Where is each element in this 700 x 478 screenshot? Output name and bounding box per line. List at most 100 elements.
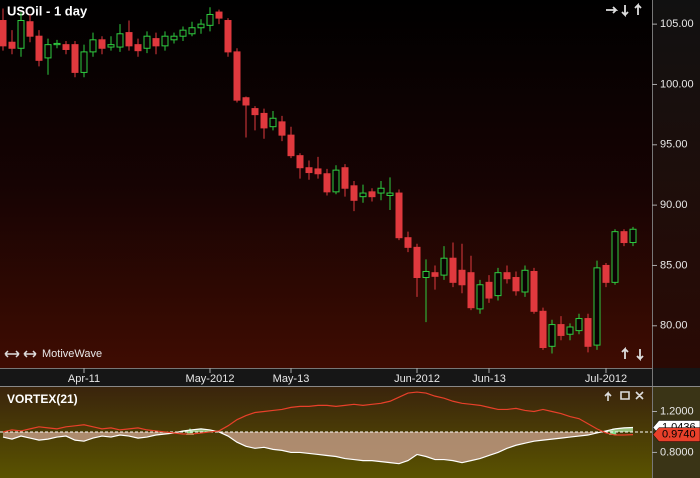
candle-body [530, 270, 538, 312]
vortex-fill [498, 431, 507, 453]
vortex-fill [444, 431, 453, 461]
candle-body [476, 284, 484, 310]
candle-body [0, 20, 7, 47]
candle-body [233, 51, 241, 101]
vortex-fill [39, 431, 48, 441]
candle-body [350, 185, 358, 201]
candle-body [287, 134, 295, 157]
vortex-fill [552, 431, 561, 440]
candle-body [593, 267, 601, 346]
x-tick-label: Apr-11 [68, 373, 100, 385]
vortex-fill [246, 431, 255, 449]
x-tick-label: Jun-2012 [394, 373, 440, 385]
vortex-fill [318, 431, 327, 456]
vortex-line [2, 391, 634, 436]
candle-body [89, 39, 97, 53]
vortex-fill [624, 427, 633, 432]
candle-body [269, 117, 277, 128]
candle-body [539, 310, 547, 349]
vortex-fill [327, 431, 336, 457]
candle-body [557, 324, 565, 336]
vortex-fill [543, 431, 552, 441]
vortex-fill [66, 431, 75, 441]
y-tick-label: 85.00 [660, 259, 688, 271]
candle-body [440, 257, 448, 276]
candle-body [602, 264, 610, 283]
candle-body [179, 29, 187, 37]
candle-body [512, 277, 520, 292]
chart-title: USOil - 1 day [7, 3, 88, 18]
vortex-fill [525, 431, 534, 444]
price-axis-bg [652, 0, 700, 368]
zoom-controls[interactable] [621, 346, 644, 362]
vortex-fill [561, 431, 570, 439]
candle-body [152, 38, 160, 47]
vortex-fill [282, 431, 291, 453]
vortex-fill [435, 431, 444, 460]
candle-body [611, 231, 619, 283]
vortex-fill [480, 431, 489, 459]
vortex-fill [363, 431, 372, 461]
candle-body [485, 281, 493, 299]
vortex-fill [345, 431, 354, 460]
candle-body [242, 97, 250, 106]
x-tick-label: Jul-2012 [585, 373, 627, 385]
x-tick-label: May-2012 [186, 373, 235, 385]
y-tick-label: 0.8000 [660, 446, 694, 458]
candle-body [44, 44, 52, 59]
vortex-fill [390, 431, 399, 464]
vortex-fill [453, 431, 462, 463]
x-tick-label: May-13 [273, 373, 310, 385]
y-tick-label: 100.00 [660, 78, 694, 90]
candle-body [467, 272, 475, 309]
candle-body [431, 272, 439, 277]
vortex-fill [354, 431, 363, 461]
candle-body [35, 35, 43, 61]
indicator-title: VORTEX(21) [7, 392, 78, 406]
vortex-fill [309, 431, 318, 455]
candle-body [71, 44, 79, 73]
candle-body [584, 318, 592, 347]
candle-body [188, 27, 196, 35]
vortex-fill [111, 431, 120, 438]
candle-body [116, 33, 124, 48]
candle-body [206, 13, 214, 26]
y-tick-label: 95.00 [660, 139, 688, 151]
vortex-fill [426, 431, 435, 460]
vortex-fill [255, 431, 264, 449]
candle-body [494, 272, 502, 297]
vortex-fill [471, 431, 480, 461]
vortex-fill [147, 431, 156, 438]
vortex-fill [507, 431, 516, 449]
vortex-fill [417, 431, 426, 457]
candle-body [161, 35, 169, 47]
candle-body [575, 318, 583, 332]
vortex-fill [399, 431, 408, 464]
candle-body [260, 112, 268, 129]
candle-body [422, 270, 430, 279]
scroll-icon[interactable] [4, 350, 37, 358]
vortex-fill [264, 431, 273, 450]
vortex-fill [12, 431, 21, 440]
panel-controls[interactable] [606, 2, 642, 18]
candle-body [458, 269, 466, 286]
vortex-fill [381, 431, 390, 463]
vortex-fill [273, 431, 282, 451]
candle-body [503, 272, 511, 280]
vortex-fill [462, 431, 471, 463]
last-value-label: 0.9740 [662, 429, 696, 441]
candle-body [143, 35, 151, 49]
brand: MotiveWave [42, 348, 102, 360]
candle-body [395, 192, 403, 239]
vortex-fill [372, 431, 381, 462]
candle-body [170, 35, 178, 41]
candle-body [53, 42, 61, 46]
indicator-controls[interactable] [604, 391, 644, 401]
candle-body [305, 167, 313, 174]
candle-body [278, 121, 286, 136]
y-tick-label: 105.00 [660, 18, 694, 30]
vortex-fill [336, 431, 345, 459]
candle-body [341, 167, 349, 189]
candle-body [62, 44, 70, 50]
